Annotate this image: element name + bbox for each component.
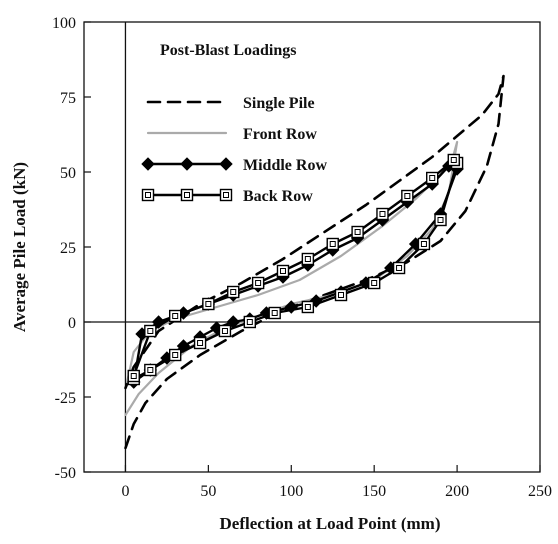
data-point-back-row bbox=[251, 276, 265, 290]
x-axis-title: Deflection at Load Point (mm) bbox=[220, 514, 441, 533]
data-point-back-row-inner bbox=[172, 313, 179, 319]
x-tick-label: 50 bbox=[200, 483, 216, 500]
data-point-back-row-inner bbox=[420, 241, 427, 247]
data-point-back-row bbox=[351, 225, 364, 239]
y-tick-label: -25 bbox=[55, 390, 76, 407]
data-point-back-row-inner bbox=[429, 175, 436, 181]
x-tick-label: 150 bbox=[362, 483, 386, 500]
data-point-back-row-inner bbox=[304, 304, 311, 310]
x-tick-label: 200 bbox=[445, 483, 469, 500]
legend-label: Single Pile bbox=[243, 95, 315, 112]
legend-label: Back Row bbox=[243, 188, 313, 205]
series-single-pile bbox=[124, 74, 505, 450]
series-line-single-pile bbox=[124, 74, 505, 450]
data-point-back-row-inner bbox=[221, 328, 228, 334]
data-point-back-row bbox=[417, 237, 431, 251]
legend-marker bbox=[180, 188, 194, 202]
data-point-back-row-inner bbox=[197, 340, 204, 346]
x-tick-label: 100 bbox=[279, 483, 303, 500]
data-point-back-row bbox=[334, 288, 348, 302]
data-point-back-row bbox=[268, 306, 281, 320]
data-point-back-row-inner bbox=[147, 367, 154, 373]
data-point-back-row-inner bbox=[437, 217, 444, 223]
legend-marker bbox=[219, 157, 233, 171]
y-axis-title: Average Pile Load (kN) bbox=[10, 162, 29, 332]
legend-marker bbox=[180, 157, 194, 171]
data-point-back-row-inner bbox=[246, 319, 253, 325]
data-point-back-row-inner bbox=[230, 289, 237, 295]
legend-marker-inner bbox=[145, 192, 151, 198]
y-tick-label: -50 bbox=[55, 465, 76, 482]
plot-frame bbox=[83, 21, 541, 473]
data-point-back-row bbox=[227, 285, 240, 299]
data-point-back-row-inner bbox=[271, 310, 278, 316]
legend-label: Middle Row bbox=[243, 157, 327, 174]
data-point-back-row bbox=[392, 261, 406, 275]
data-point-back-row bbox=[276, 264, 290, 278]
data-point-back-row-inner bbox=[329, 241, 336, 247]
legend-marker bbox=[219, 188, 233, 202]
data-point-back-row bbox=[144, 324, 157, 338]
data-point-back-row bbox=[434, 213, 447, 227]
data-point-back-row-inner bbox=[450, 157, 457, 163]
series-back-row bbox=[127, 153, 464, 386]
y-tick-label: 100 bbox=[52, 15, 76, 32]
data-point-back-row-inner bbox=[255, 280, 262, 286]
data-point-back-row-inner bbox=[396, 265, 403, 271]
data-point-back-row bbox=[301, 300, 315, 314]
data-point-back-row-inner bbox=[279, 268, 286, 274]
data-point-back-row bbox=[301, 252, 315, 266]
legend-item-front-row: Front Row bbox=[146, 126, 317, 143]
data-point-back-row bbox=[326, 237, 339, 251]
data-point-back-row bbox=[168, 309, 182, 323]
data-point-back-row-inner bbox=[205, 301, 212, 307]
legend-marker-inner bbox=[184, 192, 190, 198]
data-point-back-row-inner bbox=[172, 352, 179, 358]
data-point-back-row bbox=[193, 336, 207, 350]
data-point-back-row-inner bbox=[130, 373, 137, 379]
legend-label: Front Row bbox=[243, 126, 317, 143]
y-tick-label: 25 bbox=[60, 240, 76, 257]
x-tick-label: 250 bbox=[528, 483, 552, 500]
tick-labels: 0 50 100 150 200 250 -50 -25 0 25 50 75 100 bbox=[52, 15, 552, 500]
data-point-back-row-inner bbox=[338, 292, 345, 298]
data-point-back-row bbox=[447, 153, 460, 167]
tick-marks bbox=[84, 21, 541, 473]
legend-marker bbox=[141, 157, 155, 171]
data-point-back-row bbox=[367, 276, 381, 290]
data-point-back-row-inner bbox=[371, 280, 378, 286]
series-layer bbox=[124, 74, 505, 450]
y-tick-label: 0 bbox=[68, 315, 76, 332]
data-point-back-row bbox=[243, 315, 257, 329]
data-point-back-row bbox=[168, 348, 182, 362]
data-point-back-row bbox=[202, 297, 215, 311]
data-point-back-row bbox=[218, 324, 232, 338]
data-point-back-row-inner bbox=[379, 211, 386, 217]
legend-marker-inner bbox=[223, 192, 229, 198]
legend: Post-Blast Loadings Single Pile Front Row… bbox=[141, 42, 327, 205]
legend-item-single-pile: Single Pile bbox=[146, 95, 315, 112]
legend-item-back-row: Back Row bbox=[141, 188, 313, 205]
data-point-back-row bbox=[376, 207, 389, 221]
y-tick-label: 75 bbox=[60, 90, 76, 107]
data-point-back-row bbox=[144, 363, 157, 377]
x-tick-label: 0 bbox=[121, 483, 129, 500]
legend-title: Post-Blast Loadings bbox=[160, 42, 296, 59]
data-point-back-row-inner bbox=[304, 256, 311, 262]
data-point-back-row-inner bbox=[404, 193, 411, 199]
data-point-back-row bbox=[127, 369, 140, 383]
legend-marker bbox=[141, 188, 155, 202]
data-point-back-row bbox=[401, 189, 414, 203]
data-point-back-row bbox=[426, 171, 439, 185]
legend-item-middle-row: Middle Row bbox=[141, 157, 327, 174]
data-point-back-row-inner bbox=[147, 328, 154, 334]
y-tick-label: 50 bbox=[60, 165, 76, 182]
data-point-back-row-inner bbox=[354, 229, 361, 235]
